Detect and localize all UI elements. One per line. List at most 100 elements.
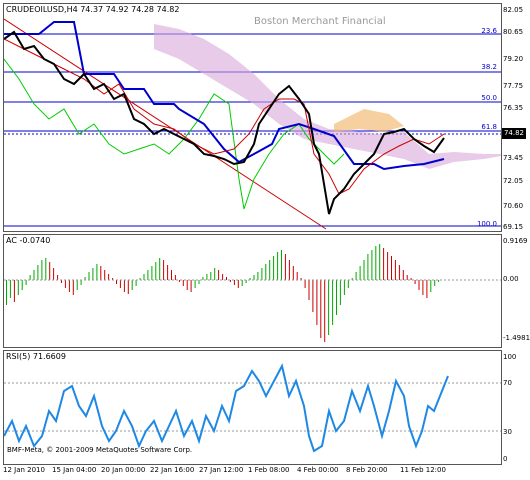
ac-bar [151, 266, 153, 280]
price-axis-label: 82.05 [503, 6, 524, 14]
ac-bar [163, 260, 165, 280]
ac-bar [379, 244, 381, 280]
rsi-axis-30: 30 [503, 428, 512, 436]
chart-title: CRUDEOILUSD,H4 74.37 74.92 74.28 74.82 [6, 5, 180, 14]
ac-bar [233, 280, 235, 285]
price-chart-pane[interactable]: CRUDEOILUSD,H4 74.37 74.92 74.28 74.82 B… [3, 3, 502, 232]
fib-label-23-6: 23.6 [481, 27, 497, 35]
ac-bar [367, 254, 369, 280]
price-axis-label: 69.15 [503, 223, 524, 231]
ac-bar [45, 258, 47, 280]
ac-bar [336, 280, 337, 315]
ac-bar [190, 280, 192, 292]
ac-bar [355, 272, 357, 280]
ac-axis-zero: 0.00 [503, 275, 519, 283]
ac-bar [422, 280, 424, 295]
rsi-indicator-pane[interactable]: RSI(5) 71.6609 BMF-Meta, © 2001-2009 Met… [3, 350, 502, 465]
ac-bar [261, 268, 263, 280]
ac-axis-min: -1.4981 [503, 334, 530, 342]
ac-bar [25, 280, 27, 285]
price-axis-label: 80.65 [503, 28, 524, 36]
ac-bar [371, 250, 373, 280]
ac-bar [84, 277, 86, 280]
ac-bar [277, 252, 279, 280]
ac-bar [171, 270, 172, 280]
ac-bar [178, 280, 180, 282]
ac-bar [398, 265, 400, 280]
ac-bar [312, 280, 314, 312]
ac-bar [394, 260, 396, 280]
ac-bar [391, 256, 392, 280]
ac-bar [13, 280, 15, 302]
ac-bar [76, 280, 78, 290]
fib-label-100: 100.0 [476, 220, 497, 228]
ac-bar [104, 270, 106, 280]
ac-bar [206, 274, 208, 280]
ac-bar [387, 252, 389, 280]
ac-bar [284, 254, 286, 280]
ac-bar [147, 270, 149, 280]
ac-axis-max: 0.9169 [503, 237, 528, 245]
time-axis-label: 22 Jan 16:00 [150, 466, 195, 474]
ac-bar [159, 258, 161, 280]
ac-bar [249, 278, 251, 280]
ac-bar [316, 280, 318, 325]
ac-bar [292, 266, 294, 280]
time-axis-label: 20 Jan 00:00 [101, 466, 146, 474]
ac-bar [296, 272, 298, 280]
ac-bar [21, 280, 23, 290]
price-axis-label: 79.20 [503, 55, 524, 63]
ac-bar [332, 280, 334, 325]
time-axis-label: 27 Jan 12:00 [199, 466, 244, 474]
ac-bar [343, 280, 345, 295]
ac-bar [96, 264, 98, 280]
ac-bar [17, 280, 19, 295]
ac-indicator-pane[interactable]: AC -0.0740 [3, 234, 502, 348]
price-plot [4, 18, 501, 230]
ac-bar [218, 270, 220, 280]
ac-bar [257, 272, 259, 280]
ac-bar [119, 280, 121, 288]
ac-title: AC -0.0740 [6, 236, 51, 245]
fib-label-50: 50.0 [481, 94, 497, 102]
ac-bar [9, 280, 11, 298]
ac-bar [328, 280, 330, 335]
ac-bar [53, 268, 55, 280]
ac-bar [241, 280, 243, 286]
ac-bar [88, 272, 90, 280]
price-axis-label: 77.75 [503, 82, 524, 90]
ac-bar [29, 275, 31, 280]
ac-bar [64, 280, 66, 288]
ac-bar [222, 274, 224, 280]
ac-bar [226, 277, 227, 280]
ac-bar [273, 256, 275, 280]
ac-bar [418, 280, 420, 290]
ac-bar [375, 246, 377, 280]
ac-bar [406, 275, 408, 280]
copyright-text: BMF-Meta, © 2001-2009 MetaQuotes Softwar… [7, 446, 193, 454]
ac-bar [237, 280, 239, 288]
ac-bar [33, 270, 35, 280]
ac-bar [214, 268, 216, 280]
price-axis-label: 73.45 [503, 154, 524, 162]
ac-bar [6, 280, 7, 305]
ac-bar [92, 268, 94, 280]
ac-bar [347, 280, 349, 288]
ac-bar [281, 250, 282, 280]
time-axis-label: 11 Feb 12:00 [400, 466, 446, 474]
ac-bar [308, 280, 310, 300]
ac-bar [253, 275, 255, 280]
ac-bar [269, 260, 271, 280]
ac-bar [304, 280, 306, 288]
rsi-axis-100: 100 [503, 353, 517, 361]
ac-histogram [4, 244, 501, 342]
ac-bar [410, 278, 412, 280]
ac-bar [112, 278, 114, 280]
fib-label-38-2: 38.2 [481, 63, 497, 71]
time-axis-label: 1 Feb 08:00 [248, 466, 290, 474]
ac-bar [131, 280, 133, 290]
ac-bar [167, 265, 169, 280]
price-axis-label: 70.60 [503, 202, 524, 210]
ac-bar [127, 280, 129, 294]
ac-bar [135, 280, 137, 286]
